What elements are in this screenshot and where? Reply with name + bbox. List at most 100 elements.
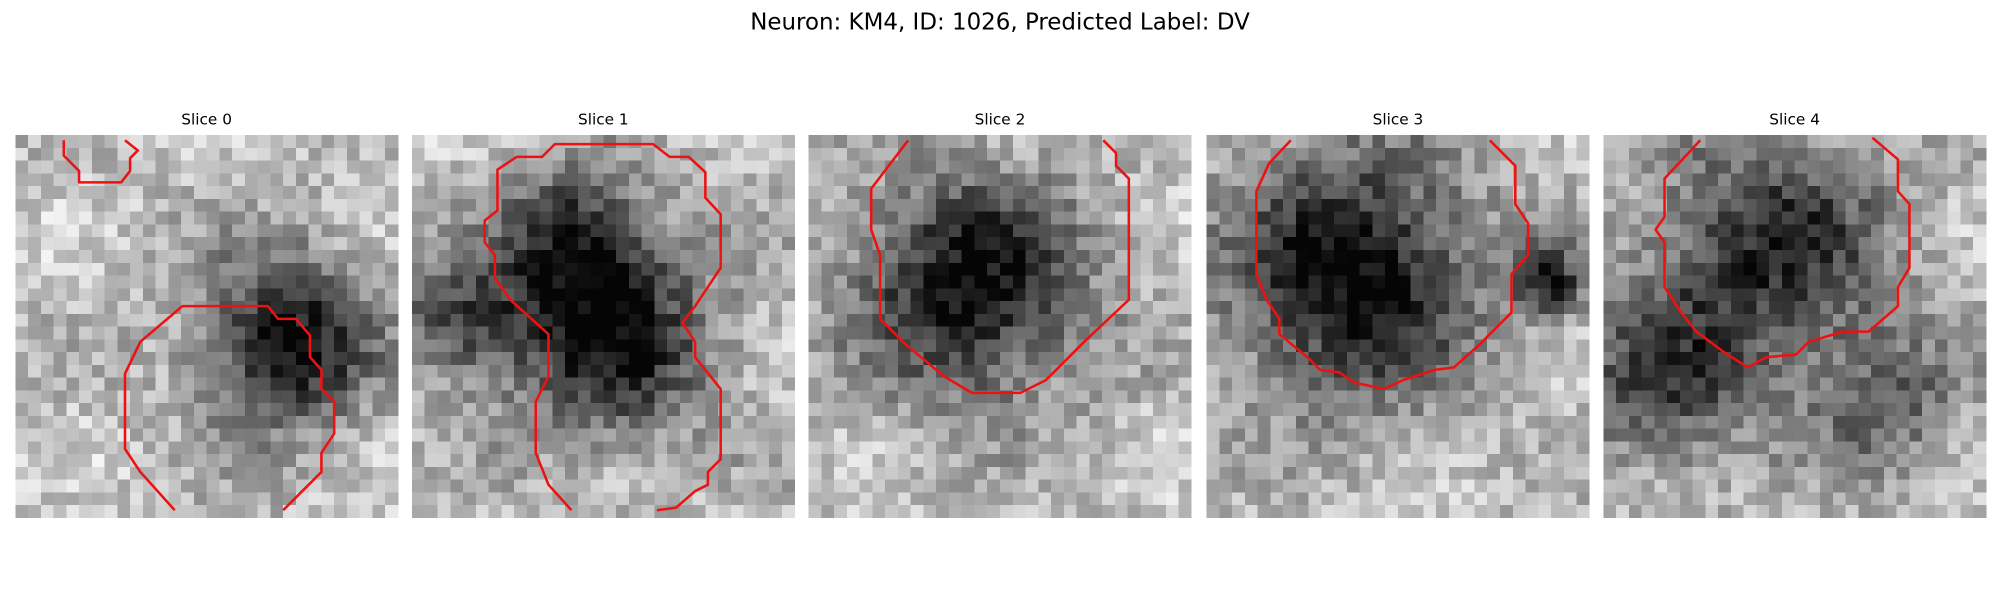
pixel	[1616, 262, 1630, 276]
pixel	[1025, 237, 1039, 251]
pixel	[974, 313, 988, 327]
pixel	[590, 454, 604, 468]
pixel	[295, 454, 310, 468]
pixel	[1487, 288, 1501, 302]
pixel	[1114, 454, 1128, 468]
pixel	[1397, 275, 1412, 289]
pixel	[1283, 479, 1297, 493]
pixel	[705, 326, 719, 340]
pixel	[1947, 415, 1961, 429]
pixel	[1603, 492, 1617, 506]
pixel	[1219, 275, 1233, 289]
pixel	[1551, 505, 1565, 519]
pixel	[53, 224, 67, 238]
pixel	[1667, 390, 1681, 404]
pixel	[1012, 377, 1026, 391]
pixel	[885, 186, 899, 200]
pixel	[257, 339, 271, 353]
pixel	[1000, 403, 1014, 417]
pixel	[334, 288, 348, 302]
pixel	[1257, 479, 1271, 493]
pixel	[1845, 186, 1859, 200]
pixel	[1423, 275, 1437, 289]
pixel	[1705, 466, 1719, 480]
pixel	[859, 352, 873, 366]
pixel	[872, 441, 886, 455]
pixel	[565, 364, 579, 378]
pixel	[654, 262, 668, 276]
pixel	[155, 466, 169, 480]
pixel	[1487, 390, 1501, 404]
pixel	[488, 428, 502, 442]
pixel	[15, 364, 29, 378]
pixel	[1076, 352, 1090, 366]
pixel	[1423, 211, 1437, 225]
pixel	[628, 288, 642, 302]
pixel	[1140, 160, 1154, 174]
pixel	[270, 301, 284, 315]
pixel	[334, 224, 348, 238]
pixel	[769, 352, 783, 366]
pixel	[1397, 492, 1412, 506]
pixel	[718, 147, 732, 162]
pixel	[1820, 466, 1834, 480]
pixel	[936, 160, 950, 174]
pixel	[488, 186, 502, 200]
pixel	[1512, 288, 1526, 302]
pixel	[1679, 441, 1693, 455]
pixel	[1038, 211, 1052, 225]
pixel	[1153, 147, 1167, 162]
pixel	[66, 454, 80, 468]
pixel	[1321, 211, 1335, 225]
pixel	[1102, 326, 1116, 340]
pixel	[168, 135, 182, 149]
pixel	[1165, 301, 1179, 315]
pixel	[1295, 186, 1310, 200]
pixel	[679, 339, 693, 353]
pixel	[244, 262, 259, 276]
pixel	[450, 288, 464, 302]
pixel	[308, 326, 322, 340]
pixel	[424, 237, 438, 251]
pixel	[424, 186, 438, 200]
pixel	[1845, 466, 1859, 480]
pixel	[1102, 147, 1116, 162]
pixel	[1025, 211, 1039, 225]
pixel	[104, 415, 118, 429]
pixel	[1947, 237, 1961, 251]
pixel	[283, 390, 297, 404]
pixel	[1730, 339, 1745, 353]
pixel	[219, 173, 233, 187]
pixel	[1858, 339, 1872, 353]
pixel	[295, 339, 310, 353]
pixel	[1063, 224, 1077, 238]
pixel	[1538, 288, 1552, 302]
pixel	[897, 403, 912, 417]
pixel	[1896, 160, 1910, 174]
pixel	[1038, 403, 1052, 417]
pixel	[1820, 224, 1834, 238]
pixel	[450, 186, 464, 200]
pixel	[219, 224, 233, 238]
pixel	[1410, 198, 1424, 213]
pixel	[846, 390, 861, 404]
pixel	[1909, 198, 1923, 213]
pixel	[667, 224, 681, 238]
pixel	[91, 275, 105, 289]
pixel	[295, 301, 310, 315]
pixel	[1794, 441, 1808, 455]
pixel	[1692, 441, 1706, 455]
pixel	[1576, 198, 1590, 213]
pixel	[1127, 390, 1141, 404]
pixel	[244, 364, 259, 378]
pixel	[834, 198, 848, 213]
pixel	[117, 339, 131, 353]
pixel	[1165, 441, 1179, 455]
pixel	[1883, 415, 1898, 429]
pixel	[321, 275, 335, 289]
pixel	[1576, 364, 1590, 378]
pixel	[1423, 237, 1437, 251]
pixel	[654, 135, 668, 149]
pixel	[1616, 492, 1630, 506]
pixel	[1487, 479, 1501, 493]
